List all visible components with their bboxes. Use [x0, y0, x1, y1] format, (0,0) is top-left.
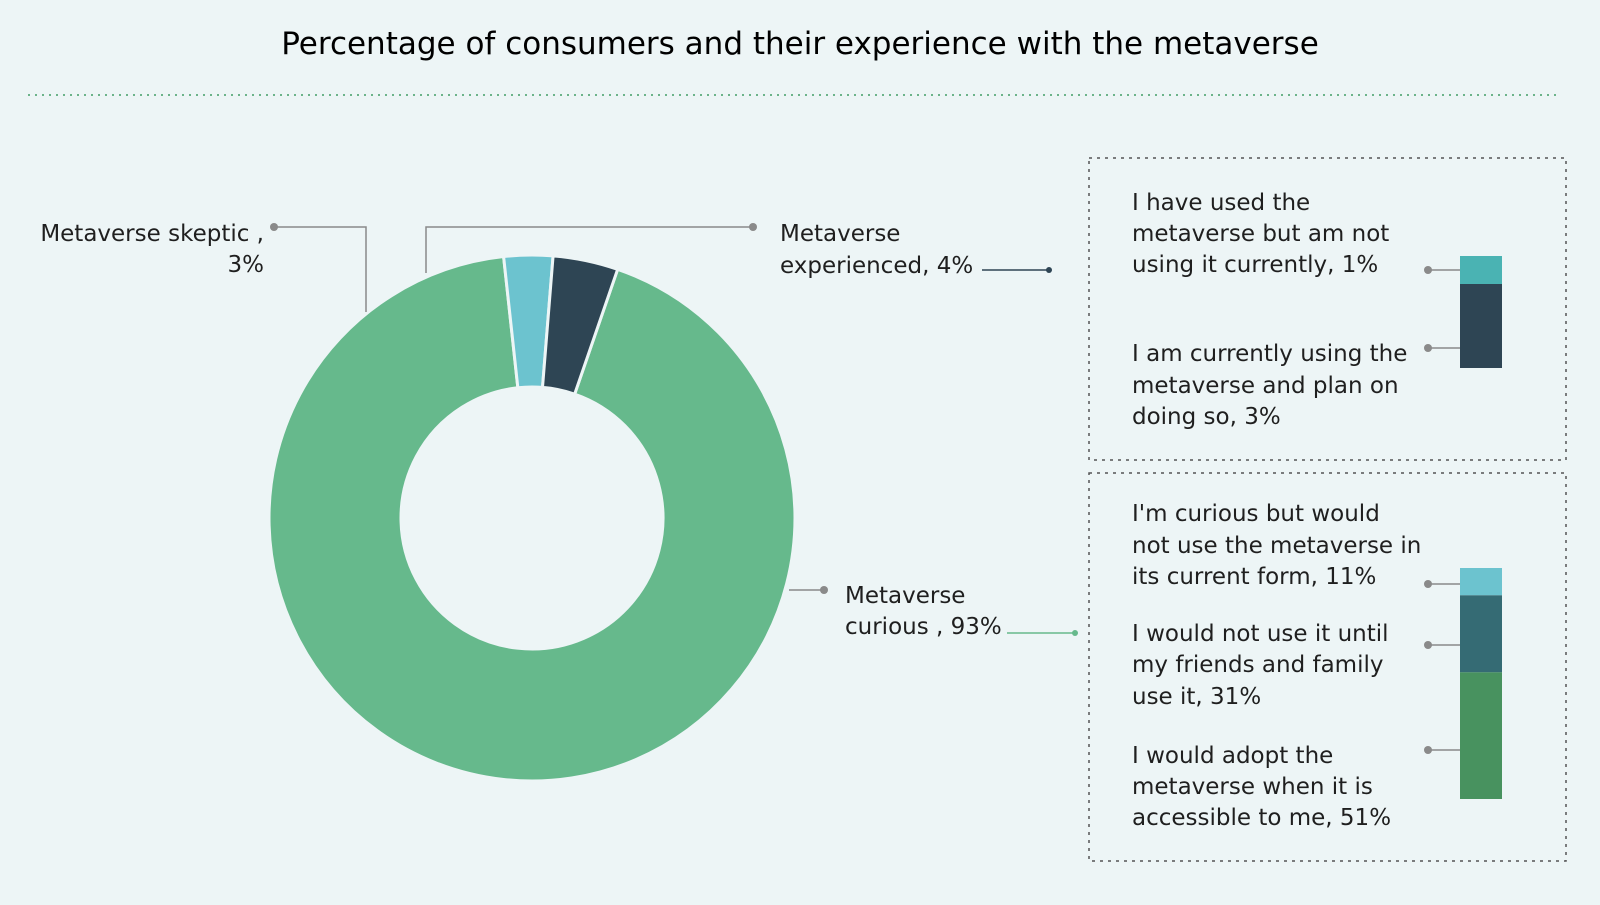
label-skeptic-line2: 3% [228, 252, 265, 278]
label-exp-current-line3: doing so, 3% [1132, 404, 1281, 430]
label-cur-form-line3: its current form, 11% [1132, 564, 1376, 590]
connector-experienced-dot [1046, 267, 1052, 273]
chart-stage: Percentage of consumers and their experi… [0, 0, 1600, 905]
donut-chart [269, 255, 795, 781]
chart-title: Percentage of consumers and their experi… [281, 26, 1319, 62]
label-cur-form-line2: not use the metaverse in [1132, 533, 1421, 559]
connector-curious-dot [1072, 630, 1078, 636]
label-exp-used-line2: metaverse but am not [1132, 221, 1389, 247]
leader-skeptic [274, 227, 366, 312]
cur-leader-dot-2 [1424, 746, 1432, 754]
label-cur-access-line1: I would adopt the [1132, 743, 1333, 769]
label-cur-friends-line1: I would not use it until [1132, 621, 1389, 647]
label-cur-friends-line2: my friends and family [1132, 652, 1383, 678]
cur-leader-dot-0 [1424, 580, 1432, 588]
label-exp-used-line3: using it currently, 1% [1132, 252, 1378, 278]
experienced-stacked-bar [1424, 256, 1502, 368]
exp-leader-dot-1 [1424, 344, 1432, 352]
leader-skeptic-dot [270, 223, 278, 231]
label-exp-current-line1: I am currently using the [1132, 341, 1407, 367]
label-cur-form-line1: I'm curious but would [1132, 501, 1380, 527]
bar-segment-used-not-current [1460, 256, 1502, 284]
chart-svg: Percentage of consumers and their experi… [0, 0, 1600, 905]
cur-leader-dot-1 [1424, 641, 1432, 649]
label-exp-current-line2: metaverse and plan on [1132, 373, 1399, 399]
bar-segment-not-current-form [1460, 568, 1502, 595]
label-cur-access-line2: metaverse when it is [1132, 774, 1373, 800]
label-curious-line2: curious , 93% [845, 614, 1002, 640]
bar-segment-until-friends [1460, 595, 1502, 672]
label-cur-friends-line3: use it, 31% [1132, 684, 1261, 710]
leader-experienced-dot [749, 223, 757, 231]
label-cur-access-line3: accessible to me, 51% [1132, 805, 1391, 831]
label-skeptic-line1: Metaverse skeptic , [40, 221, 264, 247]
label-experienced-line1: Metaverse [780, 221, 900, 247]
label-exp-used-line1: I have used the [1132, 190, 1310, 216]
curious-stacked-bar [1424, 568, 1502, 799]
exp-leader-dot-0 [1424, 266, 1432, 274]
label-curious-line1: Metaverse [845, 583, 965, 609]
label-experienced-line2: experienced, 4% [780, 253, 973, 279]
bar-segment-when-accessible [1460, 672, 1502, 799]
leader-curious-dot [820, 586, 828, 594]
bar-segment-currently-using [1460, 284, 1502, 368]
